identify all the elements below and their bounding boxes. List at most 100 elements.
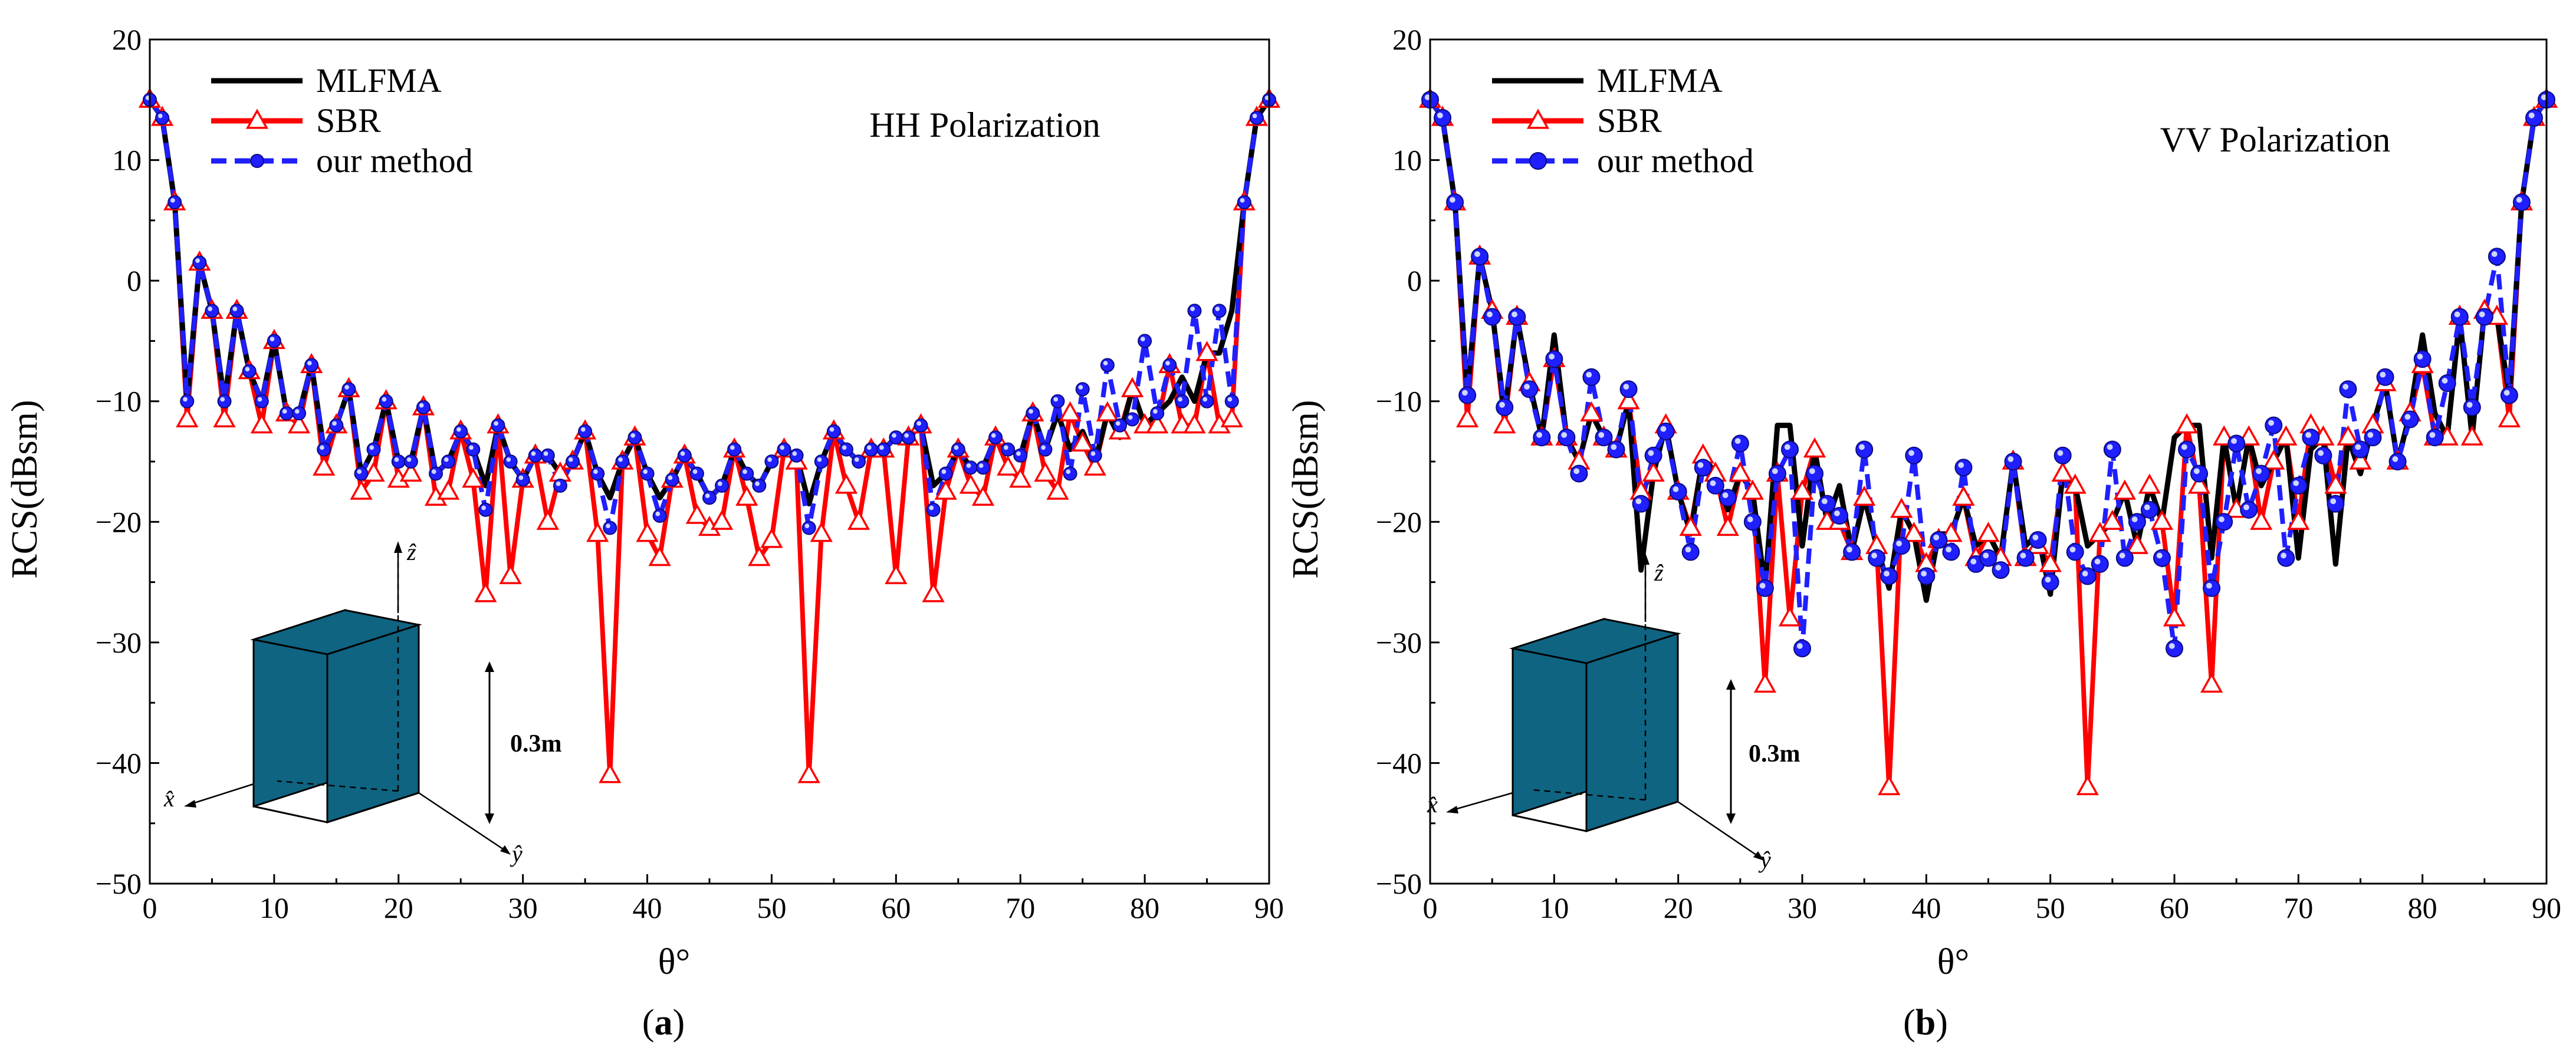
our-method-marker-highlight xyxy=(282,409,287,414)
sbr-marker xyxy=(1034,461,1057,482)
our-method-marker-highlight xyxy=(2293,480,2299,486)
x-tick-label: 50 xyxy=(2036,891,2065,924)
our-method-marker-highlight xyxy=(394,457,399,462)
sbr-marker xyxy=(1096,401,1119,421)
our-method-marker-highlight xyxy=(183,397,188,402)
our-method-marker-highlight xyxy=(307,361,312,365)
our-method-marker xyxy=(1818,495,1836,513)
our-method-marker xyxy=(2413,350,2432,368)
our-method-marker-highlight xyxy=(232,307,238,311)
our-method-marker-highlight xyxy=(730,445,735,450)
our-method-marker xyxy=(2388,453,2407,470)
our-method-marker xyxy=(603,521,617,535)
y-tick-label: 0 xyxy=(127,264,142,297)
our-method-marker-highlight xyxy=(2380,371,2386,378)
our-method-marker xyxy=(1187,304,1202,318)
our-method-marker-highlight xyxy=(792,451,797,456)
our-method-marker xyxy=(2066,543,2084,561)
our-method-marker xyxy=(1595,429,1613,447)
sbr-marker xyxy=(1220,407,1243,428)
our-method-marker-highlight xyxy=(170,198,175,203)
our-method-marker-highlight xyxy=(2268,420,2274,426)
our-method-marker-highlight xyxy=(1772,468,1778,475)
our-method-marker xyxy=(951,442,965,457)
our-method-marker-highlight xyxy=(1252,113,1257,118)
legend-triangle-icon xyxy=(1526,108,1550,129)
sbr-marker xyxy=(1716,515,1739,536)
our-method-marker xyxy=(553,478,567,493)
sbr-marker xyxy=(1878,775,1901,795)
our-method-marker xyxy=(1954,459,1973,477)
our-method-marker xyxy=(2364,429,2382,447)
x-arrow-icon xyxy=(1446,806,1458,813)
our-method-marker-highlight xyxy=(1066,469,1071,475)
our-method-marker xyxy=(454,424,468,439)
sbr-marker xyxy=(934,479,957,500)
our-method-marker xyxy=(441,454,456,469)
our-method-marker xyxy=(1632,495,1650,513)
our-method-marker xyxy=(366,442,381,457)
our-method-marker-highlight xyxy=(1178,397,1182,402)
our-method-marker-highlight xyxy=(1041,445,1046,450)
our-method-marker xyxy=(1112,418,1127,433)
our-method-marker-highlight xyxy=(2206,582,2212,589)
our-method-marker-highlight xyxy=(2082,571,2088,577)
our-method-marker xyxy=(2351,440,2370,459)
our-method-marker-highlight xyxy=(2007,456,2014,462)
our-method-marker xyxy=(2302,429,2320,447)
sbr-marker xyxy=(1146,413,1169,434)
y-axis-label: ŷ xyxy=(510,841,523,867)
x-axis-title: θ° xyxy=(1937,942,1970,982)
dimension-arrow-down-icon xyxy=(485,813,494,824)
sbr-marker xyxy=(685,503,709,524)
our-method-marker xyxy=(1942,543,1960,561)
our-method-marker-highlight xyxy=(208,307,212,311)
our-method-marker-highlight xyxy=(1016,451,1021,456)
our-method-marker-highlight xyxy=(1215,307,1220,311)
plot-frame xyxy=(1429,38,2548,885)
our-method-marker xyxy=(2215,513,2233,531)
z-axis-label: ẑ xyxy=(1654,559,1664,586)
our-method-marker xyxy=(740,466,754,481)
our-method-marker-highlight xyxy=(2069,546,2076,553)
x-tick-label: 10 xyxy=(259,891,289,924)
our-method-marker-highlight xyxy=(829,427,834,432)
our-method-marker xyxy=(975,460,990,475)
our-method-marker xyxy=(889,430,903,445)
our-method-marker-highlight xyxy=(1078,385,1083,390)
our-method-marker-highlight xyxy=(2367,431,2374,438)
sbr-marker xyxy=(399,461,422,482)
sbr-marker xyxy=(997,455,1020,476)
our-method-marker xyxy=(2252,465,2271,483)
our-method-marker xyxy=(1434,108,1452,127)
our-method-marker-highlight xyxy=(2020,552,2026,559)
our-method-marker xyxy=(1669,483,1687,501)
our-method-marker xyxy=(229,304,244,318)
our-method-marker xyxy=(1050,394,1065,409)
our-method-marker xyxy=(2041,573,2059,591)
our-method-marker-highlight xyxy=(1821,498,1828,505)
our-method-marker xyxy=(914,418,928,433)
our-method-marker xyxy=(1868,549,1886,567)
our-method-marker xyxy=(254,394,269,409)
our-method-marker xyxy=(2265,416,2283,434)
x-axis-hidden xyxy=(1533,789,1646,801)
our-method-marker-highlight xyxy=(630,433,636,438)
our-method-marker-highlight xyxy=(1859,444,1865,450)
our-method-marker xyxy=(329,418,344,433)
sbr-marker xyxy=(2088,522,2111,542)
our-method-marker-highlight xyxy=(1673,486,1679,492)
our-method-marker xyxy=(1831,507,1849,525)
our-method-marker xyxy=(2203,579,2221,597)
sbr-marker xyxy=(213,407,236,428)
our-method-marker xyxy=(192,255,207,270)
y-tick-label: −30 xyxy=(1376,626,1422,659)
our-method-marker xyxy=(1880,567,1898,585)
our-method-marker xyxy=(2314,446,2332,465)
sbr-marker xyxy=(2324,473,2347,494)
sbr-marker xyxy=(1009,467,1032,488)
sbr-marker xyxy=(2187,473,2211,494)
our-method-marker xyxy=(540,448,555,463)
